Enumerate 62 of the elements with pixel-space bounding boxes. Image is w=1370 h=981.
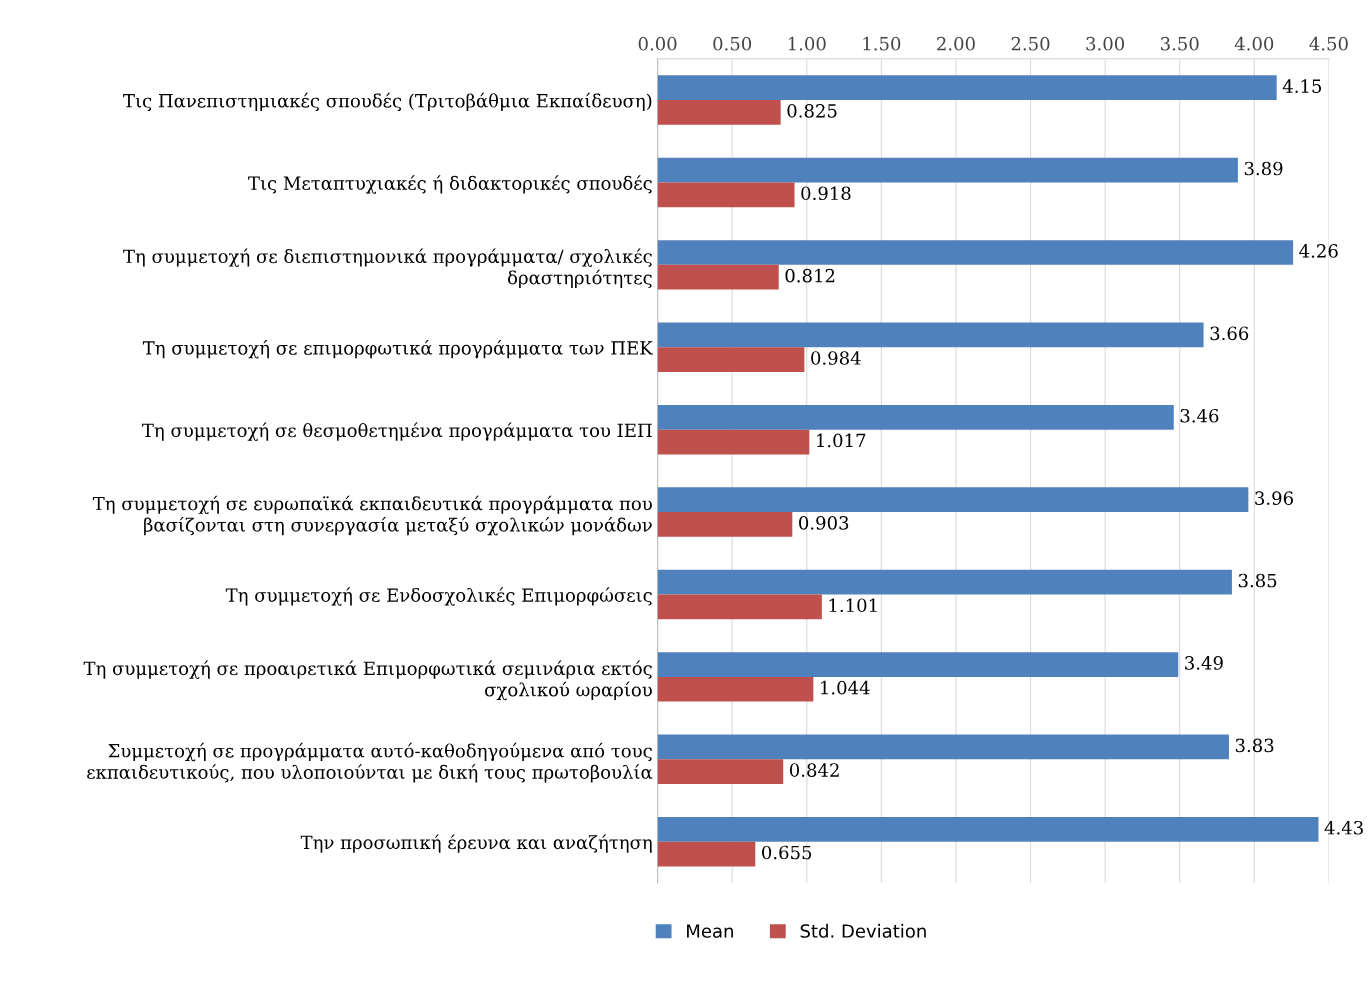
- data-label: 0.655: [762, 845, 812, 860]
- data-label: 3.89: [1244, 161, 1283, 176]
- y-tick-label: Τη συμμετοχή σε Ενδοσχολικές Επιμορφώσεις: [225, 587, 652, 606]
- bar: [657, 816, 1319, 842]
- bar: [657, 487, 1249, 513]
- legend-label: Std. Deviation: [800, 923, 926, 938]
- y-tick-label: Τις Μεταπτυχιακές ή διδακτορικές σπουδές: [248, 175, 652, 194]
- data-label: 4.15: [1282, 79, 1322, 93]
- y-tick-label: Την προσωπική έρευνα και αναζήτηση: [300, 834, 652, 853]
- data-label: 3.85: [1238, 573, 1277, 588]
- bar: [657, 100, 781, 125]
- data-label: 0.903: [799, 516, 849, 530]
- bar: [657, 594, 822, 620]
- y-tick-label: Τη συμμετοχή σε θεσμοθετημένα προγράμματα του ΙΕΠ: [142, 422, 652, 441]
- y-tick-label: Τη συμμετοχή σε επιμορφωτικά προγράμματα των ΠΕΚ: [142, 340, 654, 359]
- bar: [657, 322, 1204, 348]
- x-tick-label: 4.00: [1234, 36, 1274, 51]
- y-tick-label: Τις Πανεπιστημιακές σπουδές (Τριτοβάθμια Εκπαίδευση): [123, 92, 652, 112]
- data-label: 3.49: [1185, 656, 1223, 670]
- legend-label: Mean: [687, 924, 733, 938]
- x-tick-label: 1.50: [863, 36, 901, 51]
- data-label: 0.984: [811, 351, 861, 365]
- x-tick-label: 2.00: [937, 36, 975, 51]
- bar: [657, 429, 810, 455]
- data-label: 3.96: [1255, 491, 1293, 505]
- y-tick-label: Συμμετοχή σε προγράμματα αυτό-καθοδηγούμενα από τους εκπαιδευτικούς, που υλοποιούνται με δική τους πρωτοβουλία: [87, 742, 653, 783]
- data-label: 3.66: [1210, 326, 1249, 341]
- bar: [657, 676, 814, 702]
- x-tick-label: 0.50: [713, 36, 752, 51]
- bar: [657, 264, 779, 290]
- bar: [657, 734, 1229, 760]
- bar: [657, 182, 795, 208]
- x-tick-label: 0.00: [638, 36, 677, 51]
- bar: [657, 512, 793, 537]
- data-label: 4.43: [1324, 820, 1363, 835]
- bar: [657, 759, 784, 785]
- y-tick-label: Τη συμμετοχή σε προαιρετικά Επιμορφωτικά σεμινάρια εκτός σχολικού ωραρίου: [83, 660, 652, 701]
- data-label: 3.46: [1180, 408, 1219, 423]
- bar: [657, 569, 1232, 595]
- bar: [657, 157, 1238, 183]
- data-label: 0.842: [789, 763, 839, 777]
- x-tick-label: 3.00: [1086, 36, 1125, 51]
- data-label: 1.017: [817, 433, 866, 448]
- bar: [657, 652, 1179, 677]
- data-label: 4.26: [1299, 244, 1338, 258]
- bar: [657, 75, 1277, 101]
- x-tick-label: 3.50: [1161, 36, 1199, 51]
- data-label: 1.101: [829, 598, 877, 613]
- data-label: 1.044: [821, 680, 870, 695]
- data-label: 0.918: [801, 186, 851, 201]
- y-tick-label: Τη συμμετοχή σε ευρωπαϊκά εκπαιδευτικά προγράμματα που βασίζονται στη συνεργασία μεταξύ σχολικών μονάδων: [92, 495, 652, 536]
- x-tick-label: 4.50: [1309, 36, 1348, 51]
- bar: [657, 404, 1174, 430]
- data-label: 0.812: [785, 268, 835, 283]
- bar: [657, 347, 805, 372]
- x-tick-label: 2.50: [1011, 36, 1050, 51]
- data-label: 3.83: [1235, 738, 1274, 753]
- data-label: 0.825: [787, 104, 837, 118]
- y-tick-label: Τη συμμετοχή σε διεπιστημονικά προγράμματα/ σχολικές δραστηριότητες: [123, 248, 652, 288]
- bar: [657, 240, 1294, 265]
- bar: [657, 841, 756, 867]
- x-tick-label: 1.00: [788, 36, 826, 51]
